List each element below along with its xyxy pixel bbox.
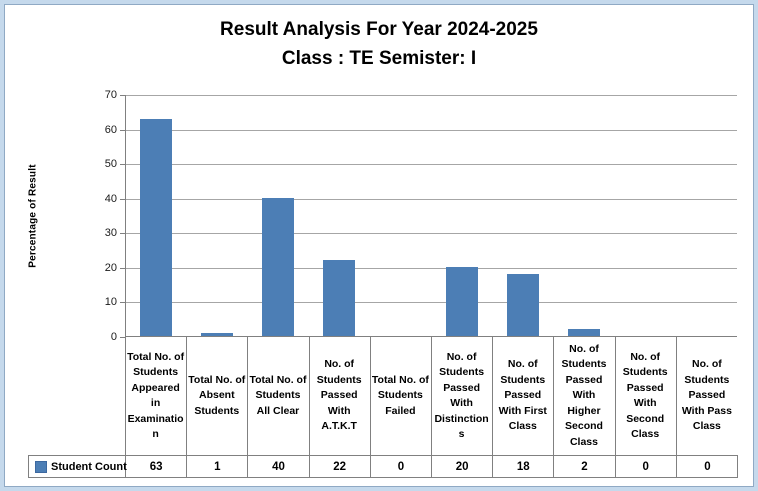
bar [200, 332, 233, 336]
category-cell: No. of Students Passed With Distinctions [431, 337, 494, 455]
y-tick-mark [120, 267, 125, 269]
legend-swatch-icon [35, 460, 47, 473]
bar [139, 119, 172, 336]
y-gridline [126, 233, 737, 235]
y-tick-label: 10 [104, 296, 117, 309]
value-cell: 1 [187, 456, 249, 477]
y-tick-mark [120, 302, 125, 304]
y-gridline [126, 95, 737, 96]
y-tick-mark [120, 129, 125, 131]
chart-title: Result Analysis For Year 2024-2025 [220, 19, 538, 40]
y-gridline [126, 267, 737, 269]
y-tick-label: 20 [104, 261, 117, 274]
value-cell: 63 [126, 456, 188, 477]
bar [445, 267, 478, 336]
y-tick-mark [120, 164, 125, 166]
y-gridline [126, 302, 737, 304]
y-tick-label: 70 [104, 89, 117, 101]
category-cell: No. of Students Passed With A.T.K.T [309, 337, 371, 455]
category-cell: Total No. of Students Appeared in Examin… [125, 337, 188, 455]
bar [568, 329, 600, 336]
data-table-row: Student Count 63 1 40 22 0 20 18 2 0 0 [28, 455, 738, 478]
category-cell: No. of Students Passed With Higher Secon… [553, 337, 616, 455]
category-cell: Total No. of Students All Clear [247, 337, 310, 455]
value-cell: 40 [248, 456, 310, 477]
y-tick-mark [120, 95, 125, 96]
bar [323, 260, 356, 336]
chart-subtitle: Class : TE Semister: I [281, 48, 477, 69]
value-cell: 2 [554, 456, 616, 477]
y-tick-label: 60 [104, 123, 117, 136]
category-cell: Total No. of Absent Students [186, 337, 249, 455]
y-gridline [126, 198, 737, 200]
chart-title-block: Result Analysis For Year 2024-2025 Class… [0, 15, 758, 73]
plot-area [125, 95, 737, 337]
y-tick-label: 50 [104, 158, 117, 171]
y-gridline [126, 164, 737, 166]
y-tick-label: 0 [110, 331, 117, 343]
y-tick-label: 30 [104, 227, 117, 240]
value-cell: 0 [616, 456, 677, 477]
bar [262, 198, 294, 336]
value-cell: 22 [310, 456, 371, 477]
legend-label: Student Count [51, 460, 127, 473]
y-tick-mark [120, 337, 125, 338]
value-cell: 18 [493, 456, 555, 477]
category-cell: Total No. of Students Failed [370, 337, 432, 455]
category-cell: No. of Students Passed With First Class [492, 337, 555, 455]
legend-cell: Student Count [29, 456, 127, 477]
value-cell: 0 [371, 456, 432, 477]
y-axis-title: Percentage of Result [27, 164, 39, 268]
category-label-row: Total No. of Students Appeared in Examin… [125, 337, 737, 455]
y-tick-mark [120, 233, 125, 235]
y-gridline [126, 129, 737, 131]
y-tick-mark [120, 198, 125, 200]
category-cell: No. of Students Passed With Second Class [615, 337, 677, 455]
bar [506, 274, 539, 336]
category-cell: No. of Students Passed With Pass Class [681, 358, 732, 433]
y-tick-label: 40 [104, 192, 117, 205]
value-cell: 0 [704, 460, 711, 473]
value-cell: 20 [432, 456, 494, 477]
